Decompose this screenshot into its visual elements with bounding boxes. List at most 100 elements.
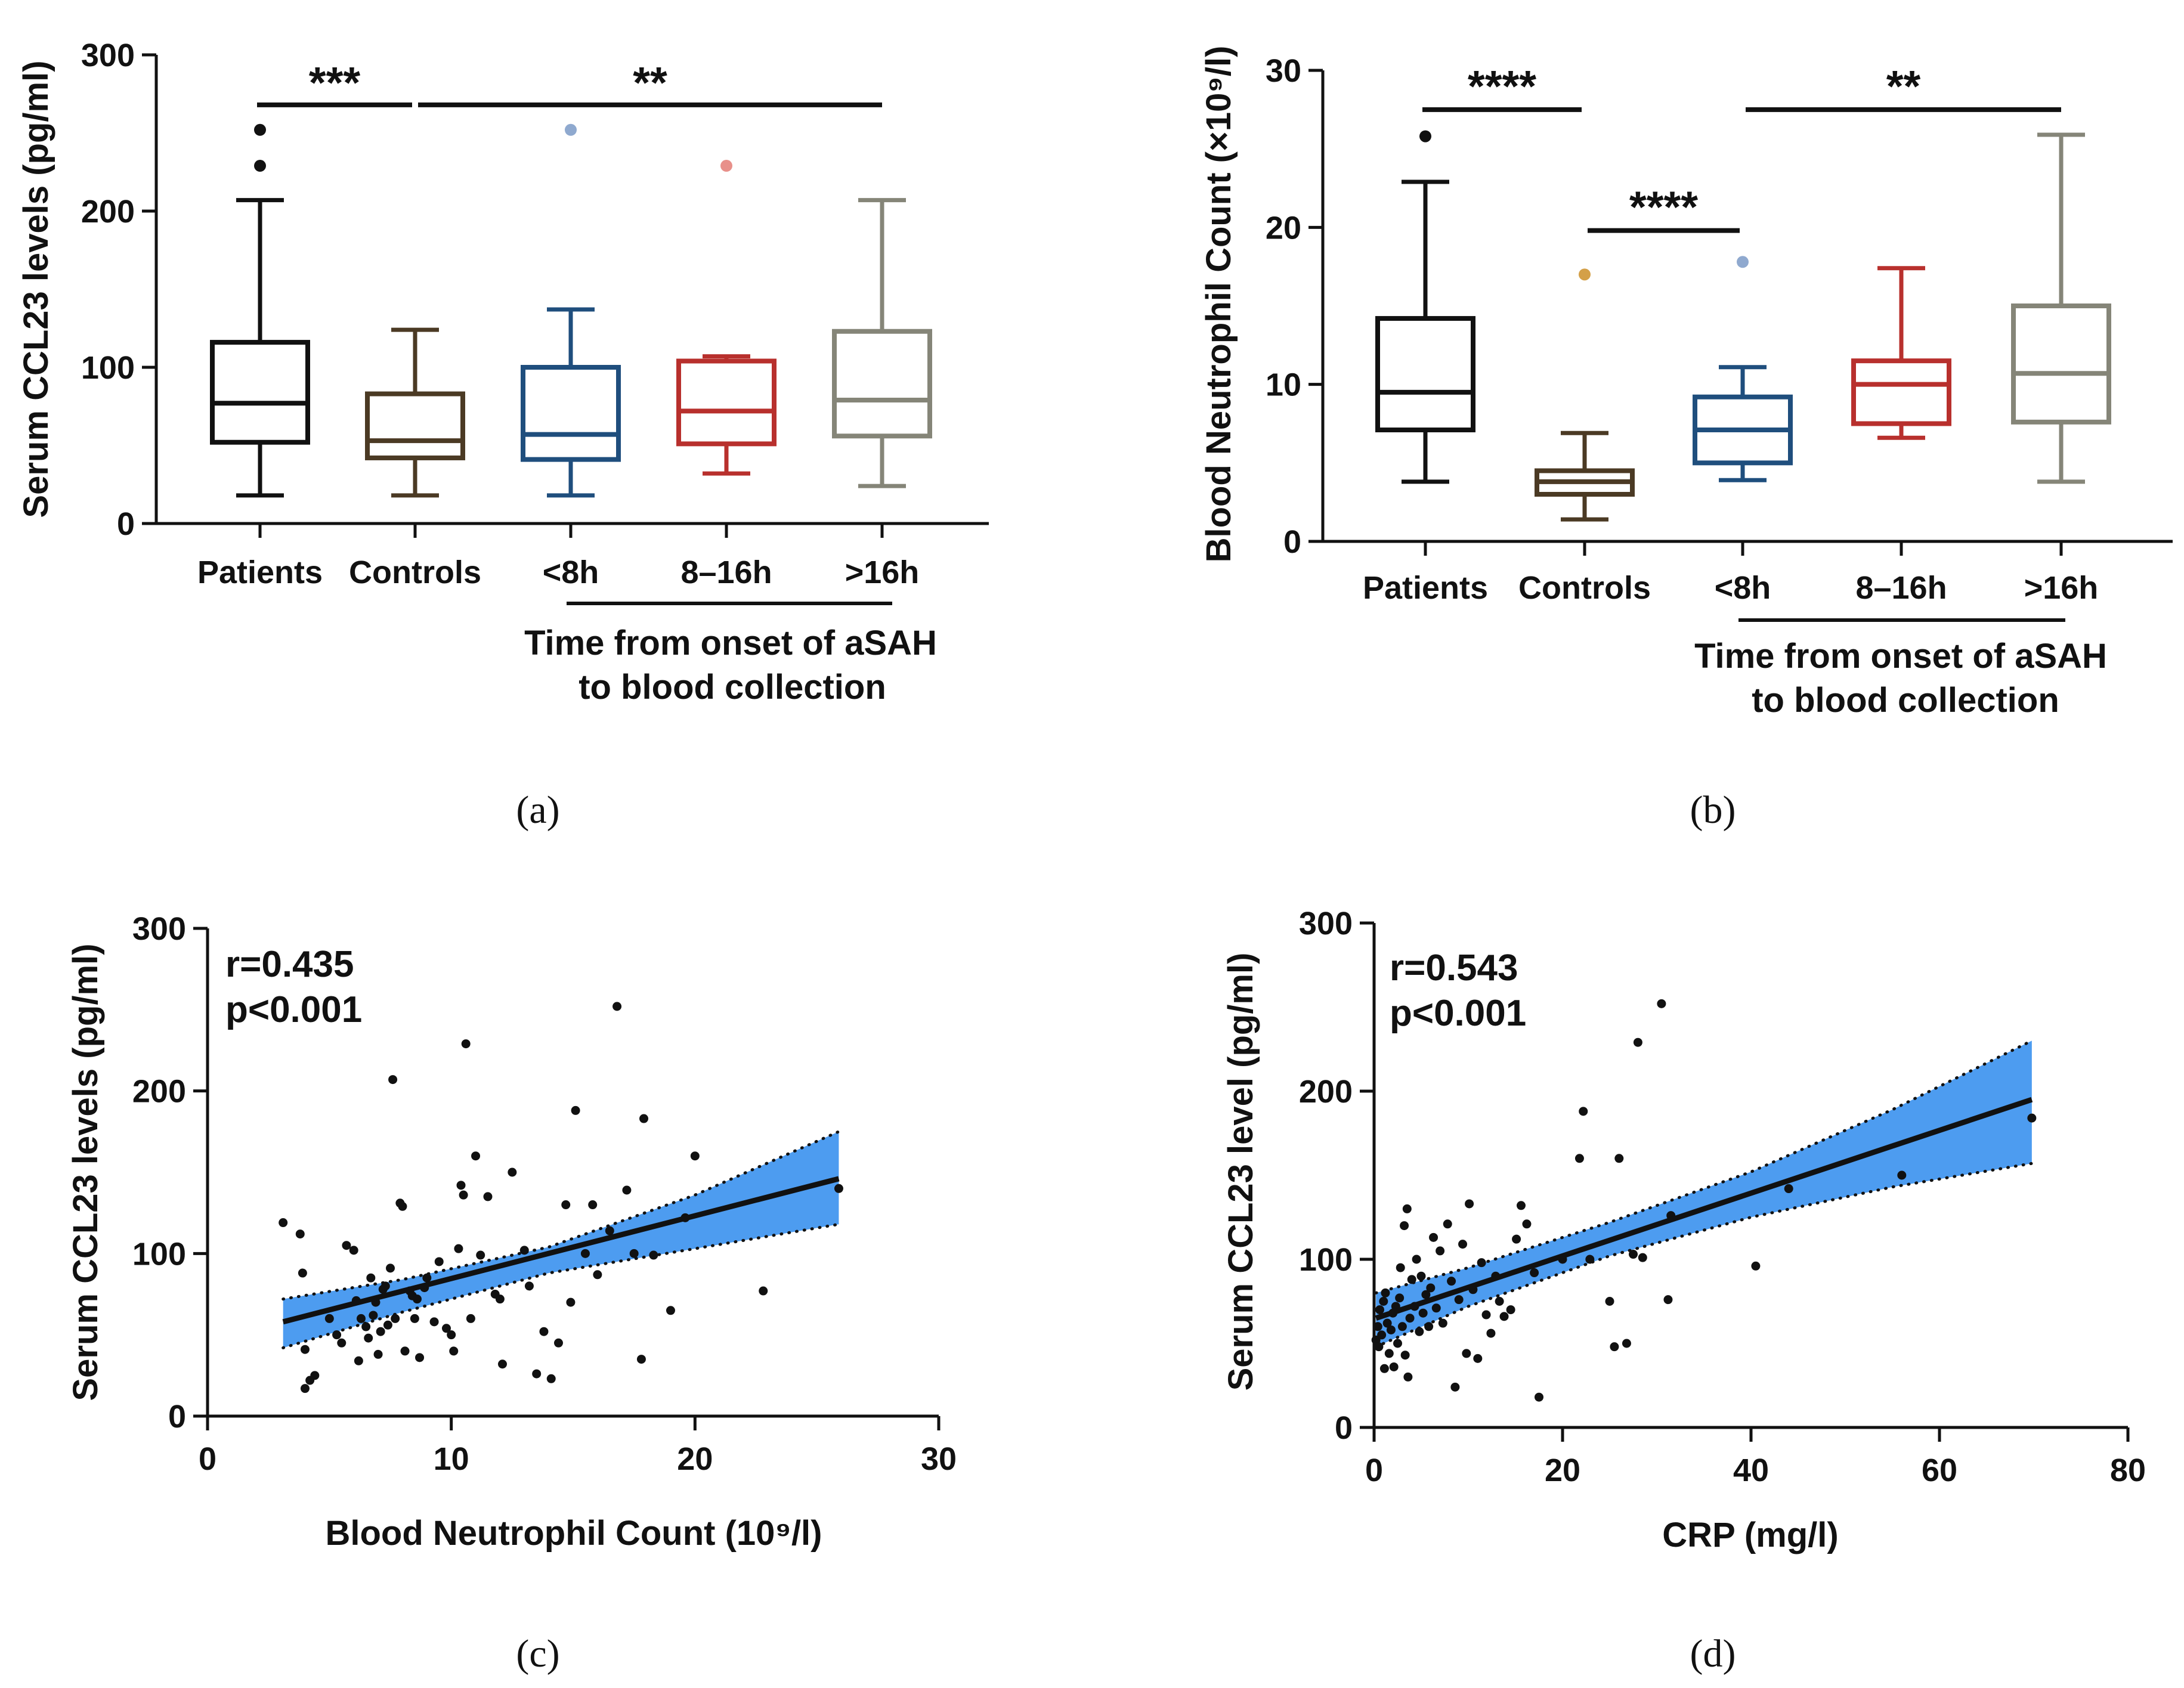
scatter-point xyxy=(1499,1312,1509,1321)
scatter-point xyxy=(1447,1277,1456,1286)
y-tick-label: 0 xyxy=(1283,524,1301,560)
x-tick-label: 60 xyxy=(1922,1452,1957,1488)
scatter-point xyxy=(342,1241,351,1250)
scatter-point xyxy=(471,1151,481,1161)
scatter-point xyxy=(1633,1037,1642,1047)
scatter-point xyxy=(1486,1328,1496,1338)
scatter-point xyxy=(1400,1221,1409,1231)
scatter-point xyxy=(454,1244,463,1253)
scatter-point xyxy=(1381,1288,1390,1297)
x-tick-label: Controls xyxy=(349,555,481,590)
scatter-point xyxy=(324,1314,334,1323)
scatter-point xyxy=(580,1249,590,1258)
scatter-point xyxy=(369,1311,378,1320)
scatter-point xyxy=(1377,1330,1387,1340)
y-tick-label: 300 xyxy=(81,38,135,73)
scatter-point xyxy=(400,1346,410,1356)
y-tick-label: 200 xyxy=(1299,1074,1353,1110)
x-tick-label: Controls xyxy=(1518,570,1651,606)
y-tick-label: 100 xyxy=(81,350,135,386)
outlier-point xyxy=(720,160,732,172)
x-tick-label: Patients xyxy=(1363,570,1488,606)
x-tick-label: 0 xyxy=(199,1441,216,1477)
outlier-point xyxy=(1737,256,1749,268)
y-tick-label: 100 xyxy=(1299,1242,1353,1278)
significance-label: *** xyxy=(309,58,361,107)
scatter-point xyxy=(415,1353,425,1362)
scatter-point xyxy=(622,1185,632,1195)
scatter-point xyxy=(1638,1253,1647,1262)
scatter-point xyxy=(1629,1250,1638,1259)
scatter-point xyxy=(539,1327,549,1336)
plot-a-marks: 0 100 200 300 Patients Controls <8h 8–16h >16h **… xyxy=(81,38,932,590)
scatter-point xyxy=(566,1297,576,1307)
scatter-point xyxy=(1395,1293,1405,1303)
scatter-point xyxy=(639,1114,649,1123)
y-tick-label: 0 xyxy=(1335,1410,1353,1446)
scatter-point xyxy=(356,1314,366,1323)
scatter-point xyxy=(1454,1295,1464,1305)
scatter-point xyxy=(1516,1201,1526,1210)
scatter-point xyxy=(295,1229,305,1239)
scatter-point xyxy=(1405,1314,1415,1323)
scatter-point xyxy=(361,1322,371,1331)
scatter-point xyxy=(612,1002,622,1011)
regression-line xyxy=(1375,1097,2033,1321)
panel-a: 0 100 200 300 Patients Controls <8h 8–16h >16h **… xyxy=(17,38,989,832)
scatter-point xyxy=(410,1314,419,1323)
scatter-point xyxy=(1579,1107,1588,1116)
scatter-point xyxy=(1386,1325,1396,1334)
y-axis-label-d: Serum CCL23 level (pg/ml) xyxy=(1221,953,1260,1391)
y-axis-label-a: Serum CCL23 levels (pg/ml) xyxy=(17,60,55,518)
scatter-point xyxy=(524,1281,534,1291)
scatter-point xyxy=(1375,1305,1384,1315)
y-tick-label: 300 xyxy=(1299,906,1353,941)
scatter-point xyxy=(1473,1354,1483,1363)
scatter-point xyxy=(1438,1318,1447,1328)
scatter-point xyxy=(1530,1268,1539,1278)
y-tick-label: 10 xyxy=(1266,367,1301,403)
scatter-point xyxy=(759,1286,768,1296)
box-iqr xyxy=(832,329,932,439)
scatter-point xyxy=(459,1190,468,1200)
y-tick-label: 20 xyxy=(1266,210,1301,246)
scatter-point xyxy=(1426,1283,1436,1293)
scatter-point xyxy=(300,1384,310,1393)
scatter-point xyxy=(1614,1154,1624,1163)
scatter-point xyxy=(561,1200,571,1210)
confidence-band xyxy=(283,1131,839,1348)
scatter-point xyxy=(422,1273,432,1283)
scatter-point xyxy=(497,1359,507,1369)
scatter-point xyxy=(1389,1362,1399,1371)
scatter-point xyxy=(1585,1255,1595,1264)
box-iqr xyxy=(210,340,310,445)
group-caption-line2-b: to blood collection xyxy=(1752,681,2059,720)
scatter-point xyxy=(354,1356,363,1365)
scatter-point xyxy=(1429,1232,1439,1242)
scatter-point xyxy=(1382,1318,1392,1328)
scatter-point xyxy=(1415,1327,1424,1336)
scatter-point xyxy=(1535,1392,1543,1402)
scatter-point xyxy=(1495,1297,1504,1306)
y-tick-label: 0 xyxy=(168,1399,186,1435)
box-iqr xyxy=(1851,358,1951,426)
scatter-point xyxy=(588,1200,598,1210)
y-tick-label: 30 xyxy=(1266,53,1301,89)
scatter-point xyxy=(461,1039,471,1049)
scatter-point xyxy=(1574,1154,1584,1163)
scatter-point xyxy=(1373,1322,1382,1331)
scatter-point xyxy=(1424,1322,1434,1331)
x-tick-label: 8–16h xyxy=(1855,570,1947,606)
significance-label: ** xyxy=(633,58,667,107)
panel-label-b: (b) xyxy=(1690,788,1736,832)
scatter-point xyxy=(310,1371,320,1380)
box-iqr xyxy=(1375,316,1475,433)
scatter-point xyxy=(441,1324,451,1333)
scatter-point xyxy=(373,1349,383,1359)
y-tick-label: 100 xyxy=(132,1236,186,1272)
panel-label-c: (c) xyxy=(516,1632,559,1675)
scatter-point xyxy=(1416,1271,1426,1281)
scatter-point xyxy=(1622,1339,1631,1348)
